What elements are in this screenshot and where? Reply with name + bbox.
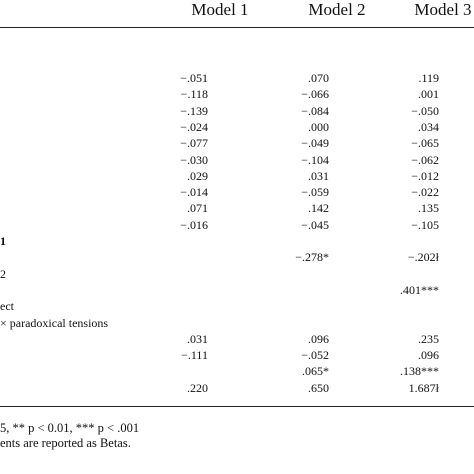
cell-model-2: .031 [308, 168, 329, 183]
cell-model-2: .096 [308, 331, 329, 346]
cell-model-2: −.104 [301, 152, 329, 167]
header-model-3: Model 3 [414, 0, 472, 19]
cell-model-1: .031 [187, 331, 208, 346]
cell-model-3: −.065 [411, 136, 439, 151]
cell-model-3: 1.687ł [408, 380, 439, 395]
cell-model-1: −.051 [180, 71, 208, 85]
cell-model-2: .142 [308, 201, 329, 216]
cell-model-2: −.084 [301, 103, 329, 118]
cell-model-2: .000 [308, 119, 329, 134]
cell-model-1: −.014 [180, 185, 208, 200]
cell-model-2: −.049 [301, 136, 329, 151]
cell-model-3: .034 [418, 119, 439, 134]
row-label: ect [0, 299, 14, 314]
cell-model-3: −.105 [411, 217, 439, 232]
table-row: .071 .142 .135 [0, 200, 474, 216]
cell-model-3: .119 [418, 71, 439, 85]
cell-model-2: −.278* [295, 250, 329, 265]
cell-model-3: .138*** [400, 364, 439, 379]
table-row: −.111 −.052 .096 [0, 347, 474, 363]
table-row: 1 [0, 233, 474, 249]
table-row: .029 .031 −.012 [0, 168, 474, 184]
cell-model-3: .135 [418, 201, 439, 216]
header-rule [0, 27, 474, 28]
row-label: × paradoxical tensions [0, 315, 109, 330]
cell-model-1: .220 [187, 380, 208, 395]
cell-model-2: −.059 [301, 185, 329, 200]
cell-model-3: −.202ł [407, 250, 439, 265]
cell-model-2: .065* [302, 364, 329, 379]
footnote-betas: ents are reported as Betas. [0, 436, 131, 450]
table-row: −.030 −.104 −.062 [0, 152, 474, 168]
cell-model-1: .029 [187, 168, 208, 183]
cell-model-1: .071 [187, 201, 208, 216]
cell-model-3: .096 [418, 348, 439, 363]
cell-model-1: −.139 [180, 103, 208, 118]
cell-model-3: .235 [418, 331, 439, 346]
table-row: .401*** [0, 282, 474, 298]
table-row: ect [0, 298, 474, 314]
cell-model-2: .070 [308, 71, 329, 85]
cell-model-2: .650 [308, 380, 329, 395]
table-row: 2 [0, 266, 474, 282]
row-label: 1 [0, 234, 6, 248]
cell-model-3: −.050 [411, 103, 439, 118]
cell-model-2: −.045 [301, 217, 329, 232]
bottom-rule [0, 406, 474, 407]
cell-model-2: −.066 [301, 87, 329, 102]
table-row: −.024 .000 .034 [0, 119, 474, 135]
cell-model-1: −.030 [180, 152, 208, 167]
cell-model-3: −.062 [411, 152, 439, 167]
cell-model-1: −.111 [181, 348, 208, 363]
header-model-2: Model 2 [308, 0, 366, 19]
cell-model-1: −.118 [180, 87, 208, 102]
table-row: .031 .096 .235 [0, 331, 474, 347]
footnote-significance: 5, ** p < 0.01, *** p < .001 [0, 421, 140, 435]
cell-model-3: −.022 [411, 185, 439, 200]
table-row: −.077 −.049 −.065 [0, 135, 474, 151]
cell-model-1: −.016 [180, 217, 208, 232]
header-model-1: Model 1 [191, 0, 249, 19]
table-row: × paradoxical tensions [0, 315, 474, 331]
row-label: 2 [0, 266, 6, 281]
cell-model-2: −.052 [301, 348, 329, 363]
table-row: −.139 −.084 −.050 [0, 103, 474, 119]
cell-model-3: .401*** [400, 282, 439, 297]
table-row: −.016 −.045 −.105 [0, 217, 474, 233]
cell-model-3: −.012 [411, 168, 439, 183]
table-row: −.278* −.202ł [0, 249, 474, 265]
cell-model-1: −.077 [180, 136, 208, 151]
table-row: .065* .138*** [0, 363, 474, 379]
cell-model-1: −.024 [180, 119, 208, 134]
table-row: −.118 −.066 .001 [0, 86, 474, 102]
table-row: .220 .650 1.687ł [0, 380, 474, 396]
cell-model-3: .001 [418, 87, 439, 102]
table-row: −.014 −.059 −.022 [0, 184, 474, 200]
table-row: −.051 .070 .119 [0, 70, 474, 86]
